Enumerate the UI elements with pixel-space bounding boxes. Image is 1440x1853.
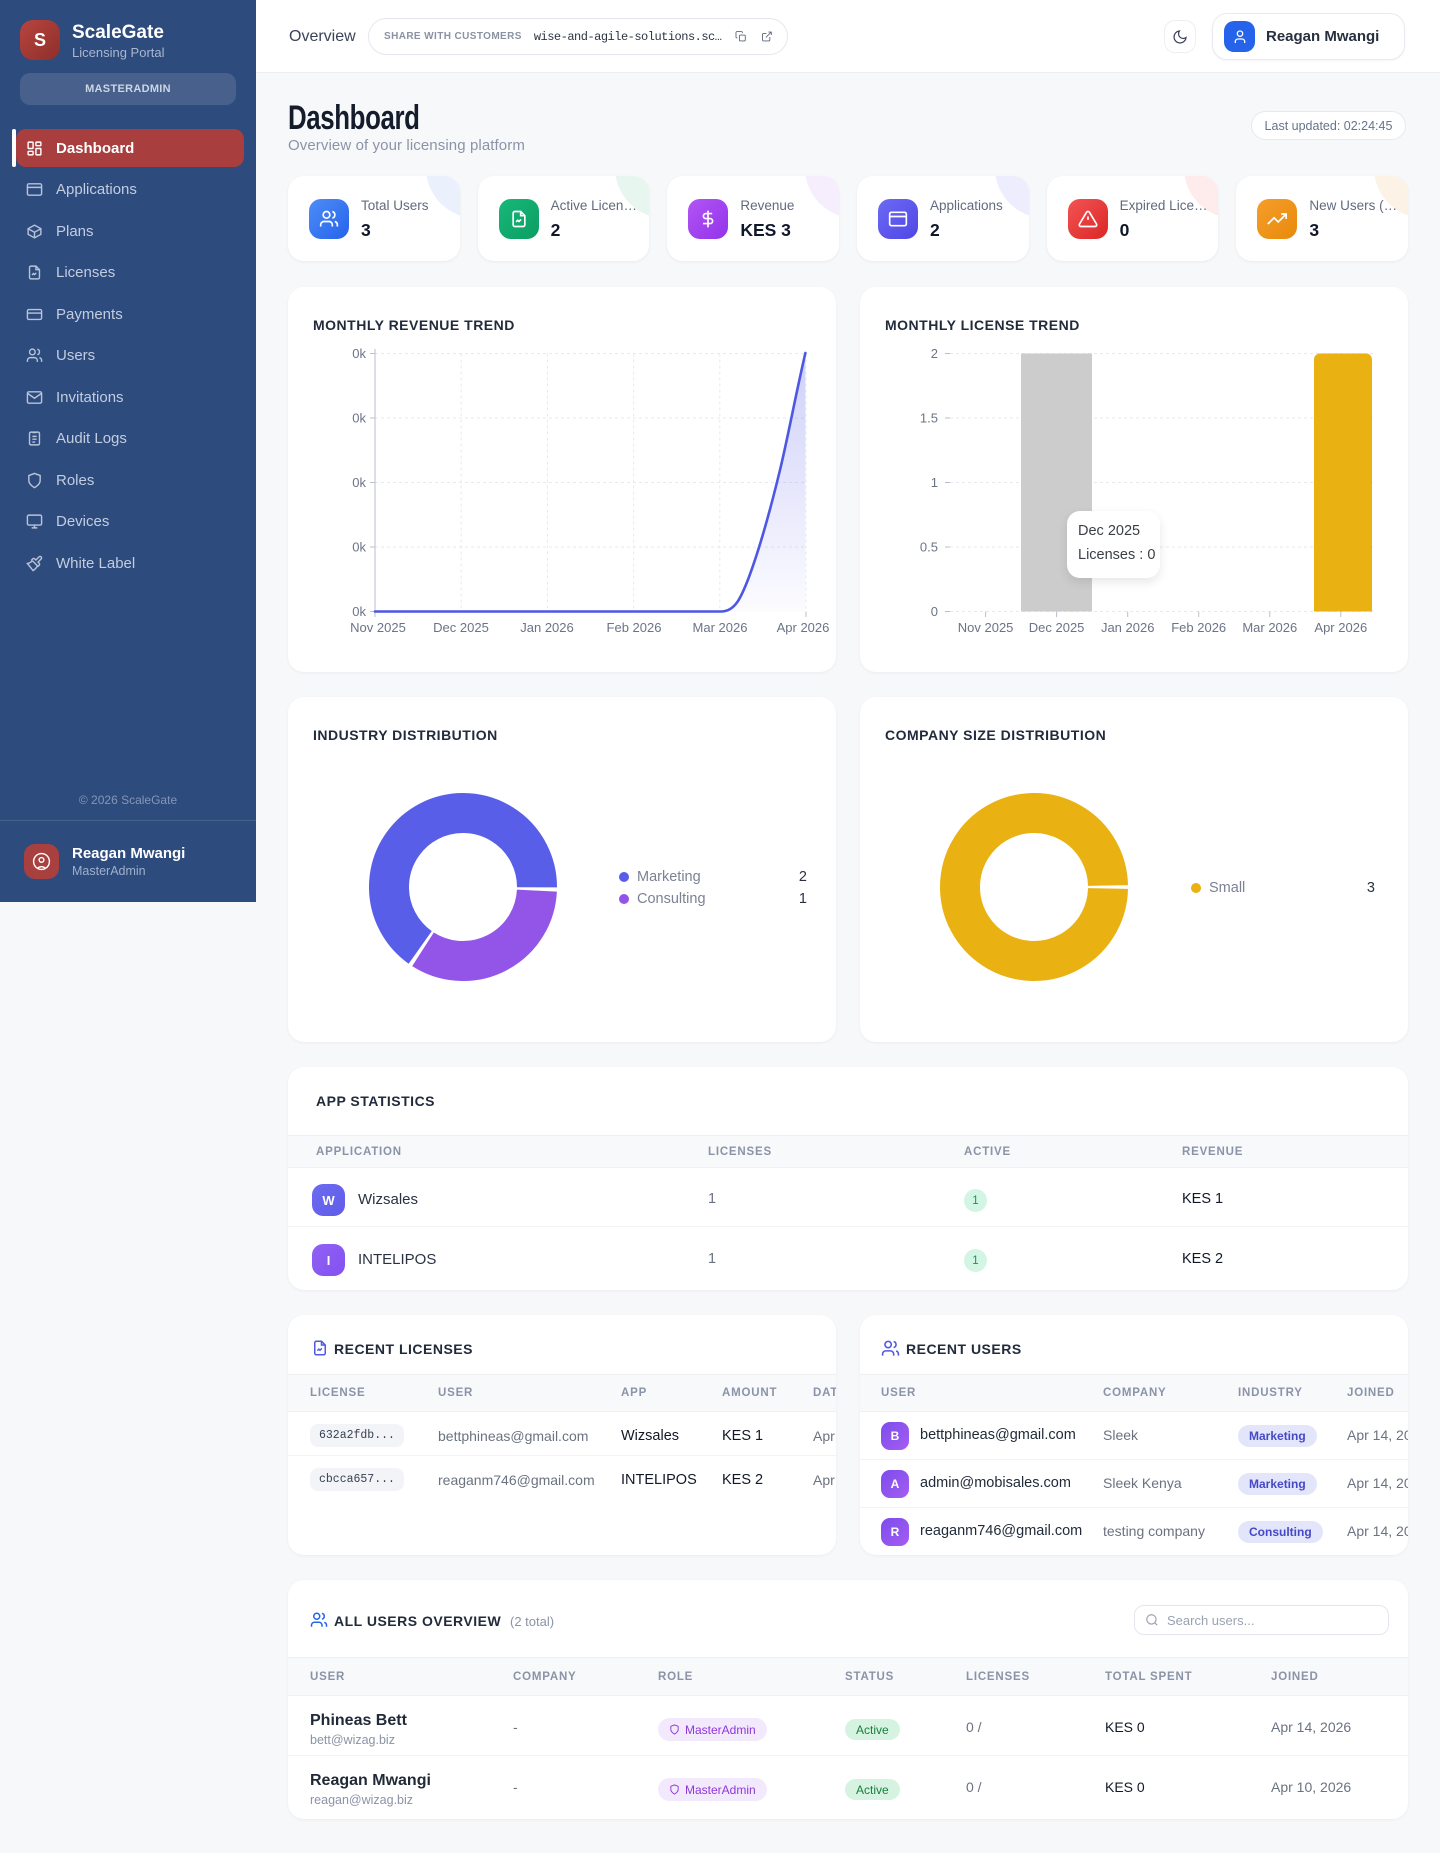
svg-text:2: 2 [931, 346, 938, 361]
svg-text:0k: 0k [352, 604, 366, 619]
svg-text:Jan 2026: Jan 2026 [1101, 620, 1155, 635]
svg-text:0k: 0k [352, 475, 366, 490]
svg-text:Feb 2026: Feb 2026 [607, 620, 662, 635]
svg-text:Nov 2025: Nov 2025 [350, 620, 406, 635]
svg-text:1: 1 [931, 475, 938, 490]
svg-text:0k: 0k [352, 346, 366, 361]
svg-text:Mar 2026: Mar 2026 [1242, 620, 1297, 635]
svg-text:1.5: 1.5 [920, 411, 938, 426]
svg-text:Dec 2025: Dec 2025 [1029, 620, 1085, 635]
svg-text:Apr 2026: Apr 2026 [1314, 620, 1367, 635]
svg-text:Dec 2025: Dec 2025 [433, 620, 489, 635]
svg-text:Apr 2026: Apr 2026 [777, 620, 830, 635]
svg-text:0.5: 0.5 [920, 540, 938, 555]
svg-text:Mar 2026: Mar 2026 [693, 620, 748, 635]
svg-text:0k: 0k [352, 540, 366, 555]
svg-text:0k: 0k [352, 411, 366, 426]
svg-text:Jan 2026: Jan 2026 [520, 620, 574, 635]
svg-text:0: 0 [931, 604, 938, 619]
svg-text:Feb 2026: Feb 2026 [1171, 620, 1226, 635]
svg-text:Nov 2025: Nov 2025 [958, 620, 1014, 635]
